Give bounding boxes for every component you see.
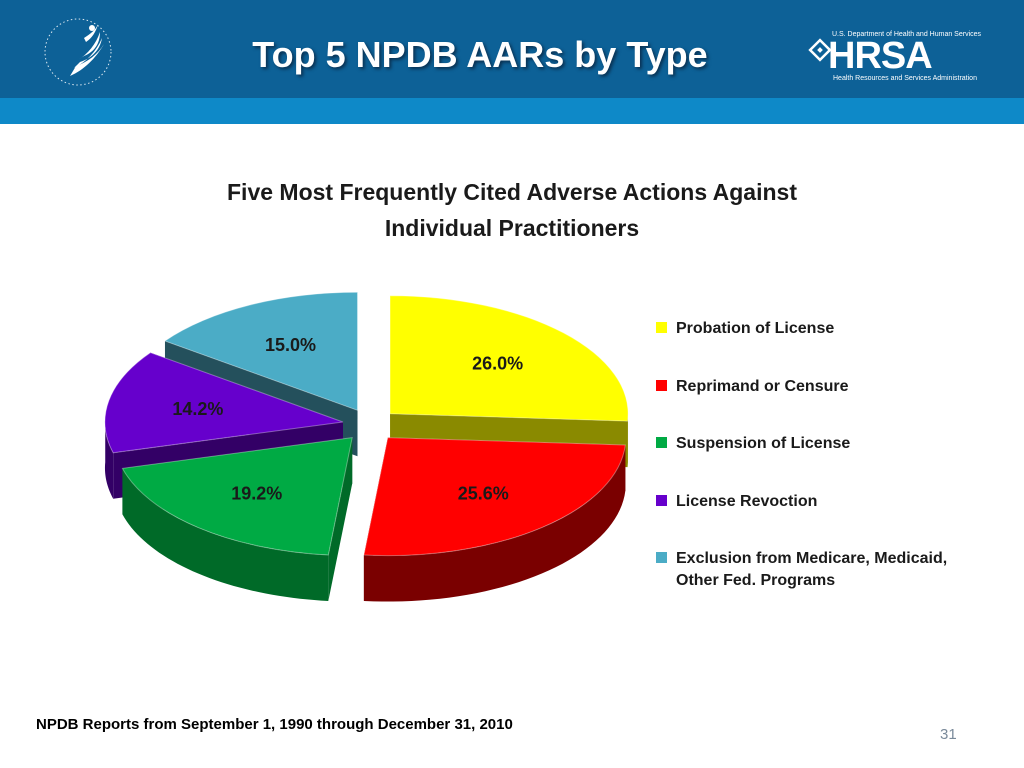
legend-label: Probation of License [676, 320, 835, 337]
legend-swatch [656, 495, 667, 506]
pie-label-exclusion: 15.0% [265, 335, 316, 355]
pie-slice-exclusion [163, 291, 359, 412]
pie-label-reprimand: 25.6% [458, 483, 509, 503]
legend-label: Exclusion from Medicare, Medicaid, Other… [676, 550, 948, 589]
hrsa-subtitle: Health Resources and Services Administra… [833, 75, 977, 82]
legend-swatch [656, 437, 667, 448]
pie-slice-rim-suspension [122, 468, 329, 601]
hrsa-department-text: U.S. Department of Health and Human Serv… [832, 31, 982, 38]
hhs-eagle-icon [44, 18, 112, 86]
footer-source-note: NPDB Reports from September 1, 1990 thro… [36, 716, 513, 733]
pie-slice-rim-revocation [104, 416, 114, 499]
chart-title-line-2: Individual Practitioners [384, 215, 640, 241]
legend-item-exclusion: Exclusion from Medicare, Medicaid, Other… [656, 548, 976, 592]
slide-title: Top 5 NPDB AARs by Type [252, 34, 708, 75]
legend-label: Suspension of License [676, 435, 851, 452]
pie-label-revocation: 14.2% [172, 399, 223, 419]
legend-swatch [656, 552, 667, 563]
legend-item-reprimand: Reprimand or Censure [656, 376, 976, 398]
chart-title: Five Most Frequently Cited Adverse Actio… [140, 174, 884, 246]
legend-swatch [656, 380, 667, 391]
pie-slice-probation [389, 295, 629, 422]
legend-item-probation: Probation of License [656, 318, 976, 340]
pie-data-labels: 26.0% 25.6% 19.2% 14.2% 15.0% [172, 335, 523, 503]
hrsa-emblem-icon [808, 38, 832, 62]
page-number: 31 [940, 726, 957, 743]
legend-item-suspension: Suspension of License [656, 433, 976, 455]
pie-slice-revocation [104, 352, 344, 454]
pie-label-suspension: 19.2% [231, 483, 282, 503]
legend-item-revocation: License Revoction [656, 491, 976, 513]
legend-label: License Revoction [676, 493, 818, 510]
pie-label-probation: 26.0% [472, 354, 523, 374]
header-accent-band [0, 98, 1024, 124]
pie-slice-suspension [121, 436, 353, 556]
legend-label: Reprimand or Censure [676, 378, 849, 395]
legend-swatch [656, 322, 667, 333]
pie-slice-reprimand [363, 437, 626, 557]
pie-slice-rim-reprimand [363, 444, 626, 602]
hrsa-wordmark: HRSA [828, 35, 933, 77]
slide-header [0, 0, 1024, 98]
chart-title-line-1: Five Most Frequently Cited Adverse Actio… [227, 179, 797, 205]
pie-slice-tops [104, 291, 629, 557]
